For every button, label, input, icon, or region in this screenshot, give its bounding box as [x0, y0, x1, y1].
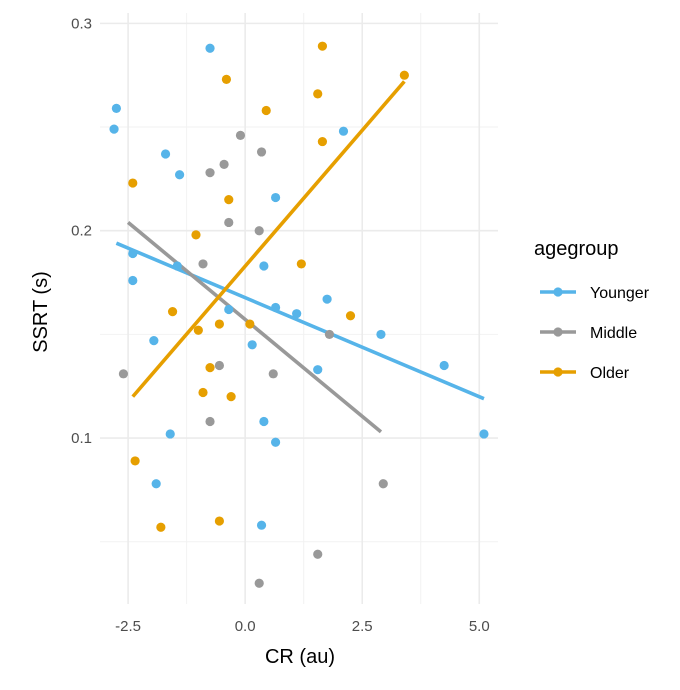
- point-older: [313, 89, 323, 99]
- point-older: [226, 392, 236, 402]
- data-points: [109, 41, 489, 588]
- point-younger: [165, 429, 175, 439]
- point-younger: [270, 437, 281, 447]
- point-younger: [151, 479, 161, 489]
- y-tick-label: 0.3: [71, 15, 92, 32]
- legend-item-middle: Middle: [540, 325, 637, 342]
- point-younger: [376, 329, 386, 340]
- point-younger: [259, 416, 269, 427]
- point-middle: [205, 168, 215, 178]
- legend-label-middle: Middle: [590, 325, 637, 342]
- point-younger: [313, 365, 323, 375]
- point-middle: [224, 217, 234, 228]
- major-gridlines: [100, 13, 498, 604]
- point-older: [245, 319, 255, 329]
- x-tick-label: -2.5: [115, 618, 141, 635]
- point-middle: [118, 369, 129, 379]
- point-older: [198, 387, 208, 398]
- point-older: [167, 307, 178, 317]
- point-middle: [235, 130, 246, 140]
- point-younger: [172, 261, 182, 271]
- regression-lines: [115, 80, 485, 434]
- fit-line-older: [131, 80, 406, 398]
- y-axis-tick-labels: 0.1 0.2 0.3: [71, 15, 92, 447]
- point-older: [345, 311, 356, 321]
- point-younger: [149, 336, 159, 346]
- point-older: [205, 363, 215, 373]
- legend-key-point-middle: [553, 327, 563, 337]
- x-tick-label: 2.5: [352, 618, 373, 635]
- legend-item-older: Older: [540, 365, 630, 382]
- legend-label-older: Older: [590, 365, 630, 382]
- point-younger: [128, 275, 138, 286]
- x-tick-label: 0.0: [235, 618, 256, 635]
- x-axis-tick-labels: -2.5 0.0 2.5 5.0: [115, 618, 490, 635]
- point-older: [296, 259, 306, 269]
- point-older: [399, 70, 409, 80]
- point-older: [130, 456, 140, 466]
- point-younger: [111, 103, 121, 113]
- point-older: [191, 230, 201, 240]
- point-younger: [224, 304, 234, 315]
- point-younger: [247, 340, 257, 350]
- x-axis-title: CR (au): [265, 646, 335, 668]
- point-younger: [109, 124, 119, 134]
- fit-line-middle: [126, 221, 383, 434]
- point-middle: [219, 159, 229, 169]
- point-younger: [128, 248, 138, 259]
- point-middle: [205, 416, 215, 427]
- x-tick-label: 5.0: [469, 618, 490, 635]
- point-younger: [256, 520, 267, 530]
- point-younger: [205, 43, 215, 53]
- y-axis-title: SSRT (s): [30, 271, 52, 353]
- point-middle: [268, 369, 278, 379]
- legend-key-point-younger: [553, 287, 563, 297]
- legend-title: agegroup: [534, 238, 619, 260]
- point-middle: [214, 360, 224, 371]
- y-tick-label: 0.1: [71, 430, 92, 447]
- point-younger: [292, 309, 302, 319]
- point-middle: [378, 479, 388, 489]
- legend-items: Younger Middle Older: [540, 285, 650, 382]
- point-middle: [254, 226, 264, 236]
- point-younger: [160, 149, 171, 159]
- point-younger: [439, 360, 449, 371]
- point-older: [261, 105, 271, 116]
- legend: agegroup Younger Middle Older: [534, 238, 650, 382]
- point-older: [221, 74, 232, 84]
- point-younger: [270, 302, 281, 313]
- point-older: [128, 178, 138, 188]
- point-younger: [259, 261, 269, 271]
- legend-label-younger: Younger: [590, 285, 650, 302]
- point-middle: [324, 329, 335, 340]
- point-younger: [175, 170, 185, 180]
- point-middle: [313, 549, 323, 559]
- point-older: [224, 195, 234, 205]
- legend-key-point-older: [553, 367, 563, 377]
- point-middle: [256, 147, 267, 157]
- point-younger: [479, 429, 489, 439]
- point-older: [317, 41, 328, 51]
- legend-item-younger: Younger: [540, 285, 650, 302]
- point-older: [317, 136, 328, 147]
- point-younger: [338, 126, 349, 136]
- point-younger: [270, 192, 281, 203]
- point-middle: [198, 259, 208, 269]
- point-middle: [254, 578, 264, 588]
- y-tick-label: 0.2: [71, 223, 92, 240]
- minor-gridlines: [100, 13, 498, 604]
- point-older: [214, 516, 224, 526]
- point-older: [193, 325, 203, 335]
- point-older: [156, 522, 166, 532]
- point-older: [214, 319, 224, 329]
- point-younger: [322, 294, 332, 304]
